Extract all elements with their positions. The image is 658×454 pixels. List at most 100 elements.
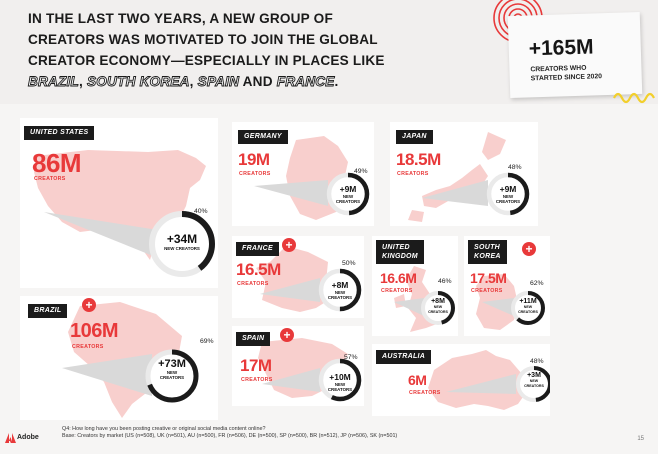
total-creators-value: 106M — [70, 320, 119, 342]
creators-label: CREATORS — [72, 344, 104, 350]
note-label-line-2: STARTED SINCE 2020 — [530, 73, 603, 83]
creators-label: CREATORS — [237, 281, 269, 287]
country-tag: SPAIN — [236, 332, 271, 346]
card-france: FRANCE + 16.5M CREATORS +8M NEW CREATORS… — [232, 236, 364, 318]
total-creators-value: 6M — [408, 372, 427, 388]
headline: IN THE LAST TWO YEARS, A NEW GROUP OF CR… — [28, 8, 468, 92]
new-creators-label: NEW — [502, 194, 514, 199]
japan-share-arc — [486, 172, 530, 216]
new-creators-label: NEW — [342, 194, 354, 199]
uk-new-creators-ring — [394, 291, 455, 325]
headline-brazil: BRAZIL — [28, 74, 80, 90]
total-creators-value: 17.5M — [470, 270, 507, 286]
australia-new-creators-ring — [446, 366, 550, 402]
total-creators-value: 17M — [240, 356, 272, 375]
new-creators-value: +10M — [329, 372, 351, 382]
new-creators-label: NEW — [334, 290, 346, 295]
new-creators-label: NEW — [334, 382, 346, 387]
new-creators-label: CREATORS — [518, 310, 538, 314]
new-creators-label: CREATORS — [327, 387, 353, 392]
france-share-arc — [318, 268, 362, 312]
brazil-share-arc — [145, 349, 199, 403]
new-creators-value: +34M — [166, 232, 198, 246]
adobe-logo-icon — [5, 433, 16, 443]
headline-separator: , — [79, 74, 88, 89]
headline-south-korea: SOUTH KOREA — [87, 74, 190, 90]
creators-label: CREATORS — [34, 176, 66, 182]
card-australia: AUSTRALIA 6M CREATORS +3M NEW CREATORS 4… — [372, 344, 550, 416]
creators-label: CREATORS — [471, 288, 503, 294]
new-creators-value: +73M — [158, 358, 186, 370]
country-tag-line-2: KINGDOM — [382, 253, 418, 260]
new-creators-label: CREATORS — [495, 199, 521, 204]
plus-badge-icon: + — [280, 328, 294, 342]
uk-share-arc — [421, 291, 455, 325]
spain-new-creators-ring — [262, 358, 362, 402]
share-percent: 48% — [508, 164, 522, 171]
new-creators-value: +8M — [431, 298, 445, 305]
card-united-states: UNITED STATES 86M CREATORS +34M NEW CREA… — [20, 118, 218, 288]
total-creators-value: 16.6M — [380, 270, 417, 286]
new-creators-badge: +3M NEW CREATORS — [520, 372, 548, 389]
new-creators-label: CREATORS — [327, 295, 353, 300]
share-percent: 40% — [194, 208, 208, 215]
france-new-creators-ring — [260, 268, 362, 312]
card-brazil: BRAZIL + 106M CREATORS +73M NEW CREATORS… — [20, 296, 218, 420]
new-creators-label: CREATORS — [335, 199, 361, 204]
country-tag: SOUTH KOREA — [468, 240, 507, 264]
headline-line-4: BRAZIL, SOUTH KOREA, SPAIN AND FRANCE. — [28, 71, 468, 92]
share-percent: 48% — [530, 358, 544, 365]
new-creators-badge: +11M NEW CREATORS — [514, 298, 542, 315]
share-percent: 46% — [438, 278, 452, 285]
creators-label: CREATORS — [409, 390, 441, 396]
country-tag: AUSTRALIA — [376, 350, 432, 364]
share-percent: 62% — [530, 280, 544, 287]
new-creators-label: NEW CREATORS — [164, 246, 200, 251]
us-new-creators-ring — [44, 211, 215, 277]
creators-label: CREATORS — [239, 171, 271, 177]
note-value: +165M — [528, 35, 594, 61]
south-korea-new-creators-ring — [482, 291, 545, 325]
us-share-arc — [149, 211, 215, 277]
footnote: Q4: How long have you been posting creat… — [62, 426, 397, 440]
card-spain: SPAIN + 17M CREATORS +10M NEW CREATORS 5… — [232, 326, 364, 406]
germany-new-creators-ring — [254, 172, 370, 216]
country-tag: JAPAN — [396, 130, 433, 144]
united-states-map — [34, 150, 206, 260]
new-creators-badge: +34M NEW CREATORS — [156, 232, 208, 251]
total-creators-value: 86M — [32, 148, 82, 178]
headline-line-2: CREATORS WAS MOTIVATED TO JOIN THE GLOBA… — [28, 32, 378, 47]
new-creators-label: CREATORS — [524, 384, 544, 388]
spain-share-arc — [318, 358, 362, 402]
new-creators-label: NEW — [433, 305, 443, 309]
total-creators-value: 18.5M — [396, 150, 441, 169]
total-creators-value: 16.5M — [236, 260, 281, 279]
new-creators-badge: +8M NEW CREATORS — [424, 298, 452, 315]
plus-badge-icon: + — [282, 238, 296, 252]
share-percent: 49% — [354, 168, 368, 175]
creators-label: CREATORS — [397, 171, 429, 177]
creators-label: CREATORS — [241, 377, 273, 383]
card-south-korea: SOUTH KOREA + 17.5M CREATORS +11M NEW CR… — [464, 236, 550, 336]
card-germany: GERMANY 19M CREATORS +9M NEW CREATORS 49… — [232, 122, 374, 226]
card-united-kingdom: UNITED KINGDOM 16.6M CREATORS +8M NEW CR… — [372, 236, 458, 336]
australia-map — [428, 350, 528, 410]
new-creators-label: CREATORS — [159, 375, 185, 380]
new-creators-value: +9M — [339, 184, 357, 194]
plus-badge-icon: + — [522, 242, 536, 256]
japan-new-creators-ring — [422, 172, 530, 216]
stat-note: +165M CREATORS WHO STARTED SINCE 2020 — [507, 11, 643, 99]
card-japan: JAPAN 18.5M CREATORS +9M NEW CREATORS 48… — [390, 122, 538, 226]
country-tag-line-1: SOUTH — [474, 244, 500, 251]
headline-spain: SPAIN — [197, 74, 240, 90]
total-creators-value: 19M — [238, 150, 270, 169]
plus-badge-icon: + — [82, 298, 96, 312]
south-korea-share-arc — [511, 291, 545, 325]
country-tag: UNITED KINGDOM — [376, 240, 424, 264]
footnote-base: Base: Creators by market (US (n=508), UK… — [62, 433, 398, 439]
share-percent: 69% — [200, 338, 214, 345]
headline-and: AND — [239, 74, 277, 89]
new-creators-label: NEW — [523, 305, 533, 309]
new-creators-label: NEW — [166, 370, 178, 375]
